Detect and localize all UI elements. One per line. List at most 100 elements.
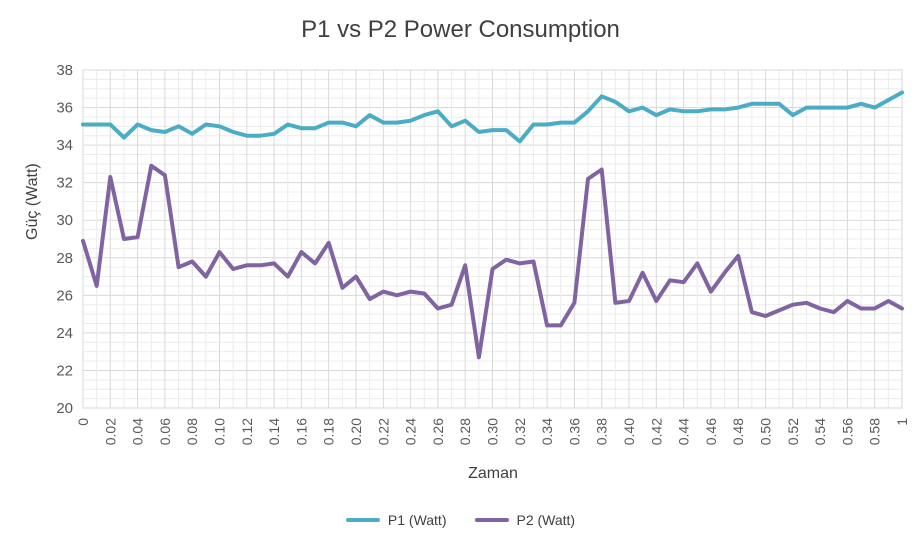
data-point-s1 (709, 107, 713, 111)
data-point-s2 (845, 299, 849, 303)
y-tick-label: 22 (56, 362, 73, 379)
data-point-s2 (859, 306, 863, 310)
data-point-s1 (177, 124, 181, 128)
data-point-s2 (886, 299, 890, 303)
data-point-s2 (340, 286, 344, 290)
x-tick-label: 0.22 (375, 418, 391, 445)
data-point-s2 (136, 235, 140, 239)
data-point-s1 (122, 136, 126, 140)
data-point-s1 (81, 122, 85, 126)
data-point-s1 (736, 106, 740, 110)
y-tick-label: 26 (56, 287, 73, 304)
data-point-s1 (818, 106, 822, 110)
data-point-s2 (627, 299, 631, 303)
data-point-s1 (613, 100, 617, 104)
data-point-s2 (313, 261, 317, 265)
x-tick-label: 0.02 (102, 418, 118, 445)
data-point-s1 (804, 106, 808, 110)
data-point-s1 (641, 106, 645, 110)
data-point-s2 (531, 260, 535, 264)
x-tick-label: 0.30 (485, 418, 501, 445)
data-point-s1 (286, 122, 290, 126)
data-point-s1 (845, 106, 849, 110)
chart-title: P1 vs P2 Power Consumption (301, 16, 620, 43)
x-tick-label: 0.14 (266, 418, 282, 445)
x-tick-label: 0.06 (157, 418, 173, 445)
data-point-s1 (750, 102, 754, 106)
x-tick-label: 0.24 (403, 418, 419, 445)
data-point-s1 (586, 109, 590, 113)
data-point-s2 (764, 314, 768, 318)
data-point-s2 (695, 261, 699, 265)
x-tick-label: 0.58 (867, 418, 883, 445)
x-tick-label: 0.40 (621, 418, 637, 445)
data-point-s2 (736, 254, 740, 258)
data-point-s1 (695, 109, 699, 113)
data-point-s1 (859, 102, 863, 106)
x-tick-label: 0.54 (812, 418, 828, 445)
data-point-s1 (504, 128, 508, 132)
x-tick-label: 0.16 (293, 418, 309, 445)
legend: P1 (Watt) P2 (Watt) (0, 512, 921, 528)
data-point-s1 (381, 121, 385, 125)
data-point-s2 (873, 306, 877, 310)
data-point-s2 (750, 310, 754, 314)
data-point-s2 (682, 280, 686, 284)
x-tick-label: 0.34 (539, 418, 555, 445)
data-point-s2 (586, 177, 590, 181)
x-axis-label: Zaman (468, 465, 518, 482)
x-tick-label: 0.32 (512, 418, 528, 445)
x-tick-label: 0 (75, 418, 91, 426)
x-tick-label: 0.10 (212, 418, 228, 445)
data-point-s2 (600, 168, 604, 172)
data-point-s2 (518, 261, 522, 265)
data-point-s1 (299, 126, 303, 130)
data-point-s2 (95, 284, 99, 288)
x-tick-label: 0.42 (648, 418, 664, 445)
data-point-s1 (395, 121, 399, 125)
data-point-s2 (108, 175, 112, 179)
legend-item-p1: P1 (Watt) (345, 512, 447, 528)
data-point-s2 (641, 271, 645, 275)
x-tick-label: 0.56 (839, 418, 855, 445)
data-point-s2 (613, 301, 617, 305)
data-point-s1 (463, 119, 467, 123)
data-point-s1 (436, 109, 440, 113)
data-point-s1 (654, 113, 658, 117)
y-tick-label: 24 (56, 325, 73, 342)
x-tick-label: 0.38 (594, 418, 610, 445)
x-tick-label: 0.50 (758, 418, 774, 445)
y-tick-label: 34 (56, 137, 73, 154)
x-tick-label: 0.28 (457, 418, 473, 445)
data-point-s1 (149, 128, 153, 132)
data-point-s2 (327, 241, 331, 245)
data-point-s2 (286, 275, 290, 279)
data-point-s2 (409, 290, 413, 294)
data-point-s2 (818, 306, 822, 310)
y-tick-label: 32 (56, 175, 73, 192)
legend-swatch-p2 (474, 518, 509, 522)
y-tick-label: 28 (56, 250, 73, 267)
data-point-s2 (832, 310, 836, 314)
data-point-s2 (204, 275, 208, 279)
data-point-s1 (272, 132, 276, 136)
data-point-s2 (668, 278, 672, 282)
x-tick-label: 0.48 (730, 418, 746, 445)
x-tick-label: 0.18 (321, 418, 337, 445)
data-point-s1 (572, 121, 576, 125)
data-point-s1 (368, 113, 372, 117)
series-line-2 (81, 163, 904, 360)
data-point-s2 (272, 261, 276, 265)
legend-item-p2: P2 (Watt) (474, 512, 575, 528)
data-point-s1 (723, 107, 727, 111)
x-tick-label: 0.44 (676, 418, 692, 445)
data-point-s1 (545, 122, 549, 126)
data-point-s2 (381, 290, 385, 294)
data-point-s2 (559, 323, 563, 327)
data-point-s2 (245, 263, 249, 267)
x-tick-label: 1 (894, 418, 910, 426)
data-point-s2 (122, 237, 126, 241)
data-point-s1 (886, 98, 890, 102)
data-point-s1 (559, 121, 563, 125)
x-tick-label: 0.36 (566, 418, 582, 445)
